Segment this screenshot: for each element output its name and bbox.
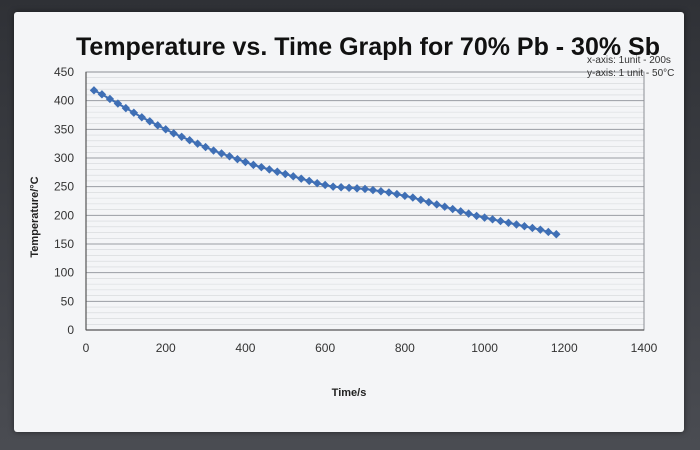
data-point (424, 197, 433, 207)
data-point (289, 172, 298, 181)
y-tick-label: 200 (54, 208, 74, 222)
data-point (312, 179, 322, 188)
y-tick-label: 150 (54, 237, 74, 251)
data-point (552, 230, 561, 239)
x-tick-label: 1400 (631, 341, 658, 355)
y-tick-label: 0 (67, 323, 74, 337)
y-tick-label: 350 (54, 122, 74, 136)
y-axis-scale-note: y-axis: 1 unit - 50°C (587, 68, 674, 79)
data-point (137, 113, 146, 122)
x-tick-label: 1000 (471, 341, 498, 355)
x-tick-labels: 0 200 400 600 800 1000 1200 1400 (83, 341, 658, 355)
data-point (153, 121, 162, 130)
data-point (281, 169, 290, 179)
data-point (113, 99, 123, 108)
x-tick-label: 600 (315, 341, 335, 355)
y-tick-label: 250 (54, 180, 74, 194)
x-tick-label: 400 (235, 341, 255, 355)
data-point (528, 223, 537, 233)
data-point (440, 202, 449, 211)
data-point (336, 183, 346, 192)
data-point (97, 90, 107, 99)
data-point (241, 157, 250, 167)
data-point (249, 160, 258, 170)
axes (85, 71, 645, 331)
data-point (209, 146, 218, 155)
data-point (225, 152, 234, 161)
data-point (145, 117, 154, 126)
data-point (257, 162, 266, 172)
data-point (456, 207, 465, 216)
data-point (376, 187, 386, 196)
data-point (265, 165, 274, 174)
data-point (464, 209, 473, 218)
data-point (488, 215, 497, 224)
data-point (544, 227, 553, 237)
data-point (536, 225, 545, 234)
data-point (512, 220, 521, 229)
data-point (320, 180, 330, 190)
data-point (121, 103, 131, 113)
chart-title: Temperature vs. Time Graph for 70% Pb - … (76, 33, 660, 61)
y-axis-label: Temperature/°C (29, 176, 41, 257)
y-tick-label: 400 (54, 94, 74, 108)
grid-lines (86, 71, 644, 331)
plot-area-border (85, 71, 645, 331)
x-tick-label: 800 (395, 341, 415, 355)
y-tick-label: 100 (54, 266, 74, 280)
data-point (129, 108, 139, 117)
data-point (504, 218, 513, 227)
data-point (360, 184, 370, 194)
x-axis-label: Time/s (332, 387, 367, 399)
y-tick-labels: 0 50 100 150 200 250 300 350 400 450 (54, 65, 74, 337)
data-point (432, 200, 441, 209)
data-point (161, 125, 170, 134)
data-point (384, 188, 394, 197)
data-point (352, 184, 362, 193)
data-point (193, 139, 202, 148)
data-point (368, 185, 378, 195)
data-point (217, 149, 226, 158)
data-point (448, 204, 457, 214)
x-tick-label: 1200 (551, 341, 578, 355)
data-point (105, 94, 115, 104)
data-point (400, 191, 410, 201)
data-point (480, 213, 489, 222)
data-point (408, 193, 418, 202)
data-point (89, 86, 99, 95)
data-point (344, 183, 354, 193)
data-point (520, 222, 529, 231)
data-point (273, 167, 282, 176)
data-point (496, 216, 505, 226)
data-point (297, 174, 306, 183)
y-tick-label: 300 (54, 151, 74, 165)
data-point (305, 176, 314, 186)
data-point (201, 142, 210, 152)
data-point (472, 211, 481, 221)
data-point (185, 136, 194, 145)
data-point (416, 195, 425, 205)
data-point (177, 132, 186, 141)
y-tick-label: 450 (54, 65, 74, 79)
data-point (233, 154, 242, 164)
x-tick-label: 0 (83, 341, 90, 355)
y-tick-label: 50 (61, 294, 75, 308)
line-chart: 0 50 100 150 200 250 300 350 400 450 0 200 400 600 80… (29, 33, 674, 399)
data-point (392, 189, 402, 199)
x-tick-label: 200 (156, 341, 176, 355)
x-axis-scale-note: x-axis: 1unit - 200s (587, 55, 671, 66)
data-point (328, 182, 338, 191)
chart-frame: 0 50 100 150 200 250 300 350 400 450 0 200 400 600 80… (14, 12, 684, 432)
data-point (169, 129, 178, 138)
